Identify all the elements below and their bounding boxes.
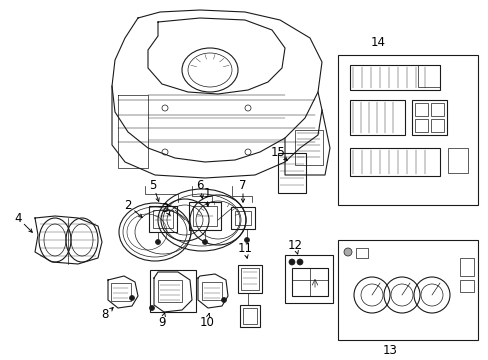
Bar xyxy=(278,153,305,193)
Text: 2: 2 xyxy=(124,198,131,212)
Bar xyxy=(349,148,439,176)
Text: 14: 14 xyxy=(370,36,385,49)
Text: 7: 7 xyxy=(239,179,246,192)
Bar xyxy=(411,100,446,135)
Bar xyxy=(238,265,262,293)
Bar xyxy=(294,130,323,165)
Bar xyxy=(193,206,217,226)
Text: 13: 13 xyxy=(382,343,397,356)
Text: 12: 12 xyxy=(287,239,302,252)
Circle shape xyxy=(202,239,207,244)
Circle shape xyxy=(129,296,134,301)
Bar xyxy=(285,255,332,303)
Text: 11: 11 xyxy=(237,242,252,255)
Bar xyxy=(349,100,404,135)
Bar xyxy=(355,248,367,258)
Bar xyxy=(414,103,427,116)
Text: 9: 9 xyxy=(158,315,165,328)
Text: 3: 3 xyxy=(161,202,168,215)
Bar xyxy=(241,268,259,290)
Bar xyxy=(149,206,177,232)
Text: 8: 8 xyxy=(101,309,108,321)
Text: 4: 4 xyxy=(14,212,21,225)
Text: 10: 10 xyxy=(199,315,214,328)
Bar xyxy=(430,103,443,116)
Bar xyxy=(337,55,477,205)
Bar xyxy=(189,202,221,230)
Circle shape xyxy=(296,259,303,265)
Bar xyxy=(417,65,439,87)
Bar xyxy=(459,280,473,292)
Bar xyxy=(240,305,260,327)
Bar xyxy=(243,308,257,324)
Circle shape xyxy=(288,259,294,265)
Bar xyxy=(111,283,131,301)
Text: 15: 15 xyxy=(270,145,285,158)
Bar xyxy=(414,119,427,132)
Text: 6: 6 xyxy=(196,179,203,192)
Bar xyxy=(158,280,182,302)
Text: 5: 5 xyxy=(149,179,156,192)
Circle shape xyxy=(343,248,351,256)
Circle shape xyxy=(244,238,249,243)
Bar xyxy=(459,258,473,276)
Circle shape xyxy=(149,306,154,310)
Bar xyxy=(235,211,250,225)
Bar xyxy=(150,270,196,312)
Bar xyxy=(337,240,477,340)
Bar xyxy=(349,65,439,90)
Bar xyxy=(447,148,467,173)
Bar xyxy=(202,282,222,300)
Bar xyxy=(430,119,443,132)
Bar xyxy=(230,207,254,229)
Circle shape xyxy=(155,239,160,244)
Bar xyxy=(291,268,327,296)
Text: 1: 1 xyxy=(203,186,210,199)
Circle shape xyxy=(221,297,226,302)
Bar xyxy=(153,210,173,228)
